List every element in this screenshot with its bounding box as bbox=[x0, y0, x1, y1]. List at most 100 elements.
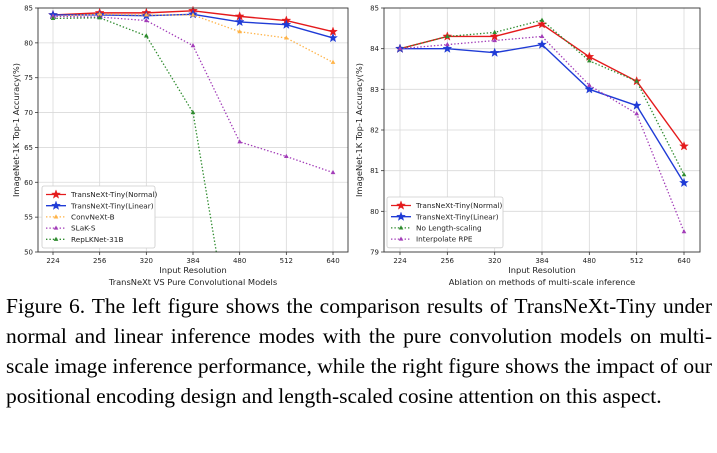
data-point bbox=[631, 100, 642, 110]
y-axis-label: ImageNet-1K Top-1 Accuracy(%) bbox=[11, 63, 21, 197]
y-axis-label: ImageNet-1K Top-1 Accuracy(%) bbox=[354, 63, 364, 197]
legend-marker bbox=[396, 200, 406, 210]
plot-area bbox=[48, 6, 338, 252]
data-point bbox=[237, 139, 243, 144]
legend-label: TransNeXt-Tiny(Linear) bbox=[415, 212, 499, 221]
legend-marker bbox=[53, 214, 59, 219]
legend-marker bbox=[53, 236, 59, 241]
y-tick-label: 83 bbox=[370, 86, 379, 94]
data-point bbox=[537, 19, 547, 29]
y-tick-label: 81 bbox=[370, 167, 379, 175]
y-tick-label: 50 bbox=[24, 249, 33, 257]
x-tick-label: 480 bbox=[583, 257, 596, 265]
legend-marker bbox=[398, 236, 404, 241]
y-tick-label: 80 bbox=[370, 208, 379, 216]
y-tick-label: 84 bbox=[370, 45, 379, 53]
right-chart: 79 80 81 82 83 84 85 224 256 320 384 480 512 640 Input… bbox=[354, 5, 701, 287]
data-point bbox=[234, 16, 245, 27]
data-point bbox=[634, 111, 640, 116]
data-point bbox=[539, 33, 545, 39]
y-tick-label: 85 bbox=[370, 5, 379, 13]
x-tick-label: 224 bbox=[46, 257, 60, 265]
left-chart: 50 55 60 65 70 75 80 85 224 256 320 384 480 512 640 Inp… bbox=[11, 5, 349, 287]
x-axis-label: Input Resolution bbox=[508, 265, 575, 275]
plot-area bbox=[395, 17, 689, 234]
data-point bbox=[492, 29, 498, 34]
x-tick-label: 480 bbox=[233, 257, 246, 265]
y-tick-label: 55 bbox=[24, 214, 33, 222]
data-point bbox=[492, 37, 498, 43]
data-point bbox=[50, 13, 56, 18]
legend-box bbox=[41, 185, 156, 249]
data-point bbox=[681, 229, 687, 234]
x-tick-label: 512 bbox=[630, 257, 643, 265]
data-point bbox=[586, 82, 592, 87]
y-tick-label: 70 bbox=[24, 109, 33, 117]
legend-marker bbox=[396, 211, 406, 221]
data-point bbox=[237, 29, 243, 34]
x-axis-label: Input Resolution bbox=[159, 265, 226, 275]
data-point bbox=[143, 12, 149, 17]
y-tick-label: 85 bbox=[24, 5, 33, 13]
data-point bbox=[97, 15, 103, 20]
data-point bbox=[190, 109, 196, 115]
data-point bbox=[537, 39, 547, 49]
y-tick-label: 79 bbox=[370, 249, 379, 257]
data-point bbox=[330, 169, 336, 175]
y-tick-label: 82 bbox=[370, 127, 379, 135]
data-point bbox=[143, 17, 149, 23]
y-tick-label: 75 bbox=[24, 74, 33, 82]
data-point bbox=[586, 58, 592, 63]
legend-marker bbox=[51, 200, 61, 210]
data-point bbox=[283, 35, 289, 40]
legend-label: SLaK-S bbox=[71, 224, 96, 233]
data-point bbox=[143, 33, 149, 38]
data-point bbox=[397, 46, 403, 51]
data-point bbox=[328, 32, 338, 43]
data-point bbox=[190, 43, 196, 48]
legend-marker bbox=[53, 225, 59, 230]
legend-label: RepLKNet-31B bbox=[71, 235, 123, 244]
data-point bbox=[679, 177, 689, 188]
data-point bbox=[283, 153, 289, 159]
x-tick-label: 384 bbox=[535, 257, 549, 265]
data-point bbox=[489, 47, 500, 57]
legend-label: Interpolate RPE bbox=[416, 235, 473, 244]
y-tick-label: 80 bbox=[24, 39, 33, 47]
data-point bbox=[97, 11, 103, 16]
data-point bbox=[539, 17, 545, 22]
data-point bbox=[444, 33, 450, 39]
x-tick-label: 320 bbox=[488, 257, 501, 265]
data-point bbox=[681, 172, 687, 177]
legend-label: ConvNeXt-B bbox=[71, 213, 115, 222]
data-point bbox=[442, 43, 453, 53]
x-tick-label: 640 bbox=[326, 257, 339, 265]
data-point bbox=[281, 19, 292, 29]
chart-title: TransNeXt VS Pure Convolutional Models bbox=[108, 277, 277, 287]
legend-box bbox=[386, 196, 504, 249]
chart-title: Ablation on methods of multi-scale infer… bbox=[449, 277, 636, 287]
legend-label: TransNeXt-Tiny(Normal) bbox=[415, 201, 503, 210]
data-point bbox=[444, 42, 450, 47]
data-point bbox=[190, 12, 196, 17]
legend-marker bbox=[51, 189, 61, 199]
y-tick-label: 65 bbox=[24, 144, 33, 152]
x-tick-label: 256 bbox=[93, 257, 107, 265]
legend-label: No Length-scaling bbox=[416, 224, 482, 233]
x-tick-label: 640 bbox=[677, 257, 690, 265]
data-point bbox=[679, 141, 689, 151]
figure-caption: Figure 6. The left figure shows the comp… bbox=[6, 294, 712, 408]
series-line-replknet-31b bbox=[52, 17, 217, 252]
x-tick-label: 256 bbox=[441, 257, 455, 265]
x-tick-label: 320 bbox=[140, 257, 153, 265]
data-point bbox=[330, 59, 336, 64]
legend-marker bbox=[398, 225, 404, 230]
y-tick-label: 60 bbox=[24, 179, 33, 187]
legend-label: TransNeXt-Tiny(Linear) bbox=[70, 201, 154, 210]
x-tick-label: 384 bbox=[186, 257, 200, 265]
x-tick-label: 512 bbox=[280, 257, 293, 265]
legend-label: TransNeXt-Tiny(Normal) bbox=[70, 190, 158, 199]
data-point bbox=[50, 15, 56, 21]
x-tick-label: 224 bbox=[393, 257, 407, 265]
